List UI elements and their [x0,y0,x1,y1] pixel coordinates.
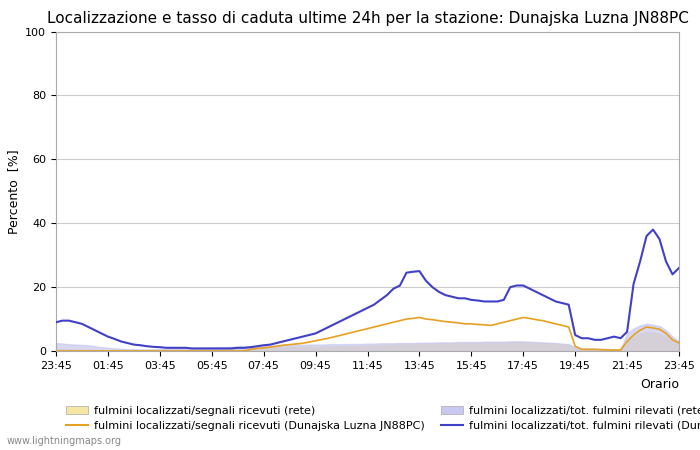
Y-axis label: Percento  [%]: Percento [%] [7,149,20,234]
Text: www.lightningmaps.org: www.lightningmaps.org [7,436,122,446]
Text: Orario: Orario [640,378,679,391]
Legend: fulmini localizzati/segnali ricevuti (rete), fulmini localizzati/segnali ricevut: fulmini localizzati/segnali ricevuti (re… [62,401,700,436]
Title: Localizzazione e tasso di caduta ultime 24h per la stazione: Dunajska Luzna JN88: Localizzazione e tasso di caduta ultime … [47,11,688,26]
